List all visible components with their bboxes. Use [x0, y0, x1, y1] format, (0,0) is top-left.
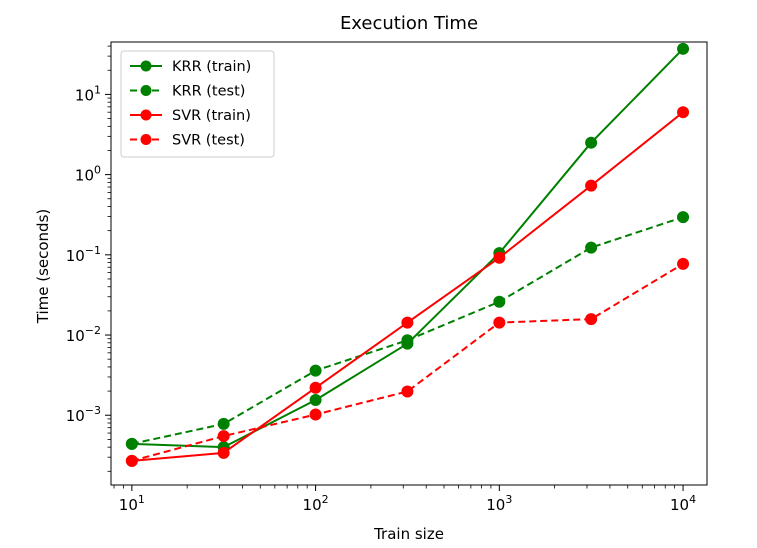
y-tick-label-base: 10 [75, 86, 94, 104]
legend-item-svr-test: SVR (test) [130, 133, 245, 149]
y-tick-label-exponent: 1 [94, 83, 101, 96]
x-tick-label: 101 [119, 493, 145, 514]
series-line-svr-test [131, 263, 684, 462]
legend-swatch-marker [140, 60, 152, 72]
y-tick-label-exponent: 0 [94, 164, 101, 177]
x-axis-label: Train size [373, 525, 444, 543]
y-tick-label: 10−2 [66, 324, 101, 345]
y-tick-label-base: 10 [66, 247, 85, 265]
x-tick-label-exponent: 3 [505, 493, 512, 506]
y-tick-label: 10−1 [66, 244, 101, 265]
y-tick-label: 100 [75, 164, 101, 185]
plot-frame [110, 41, 708, 486]
legend-label: SVR (train) [172, 108, 251, 124]
data-point-krr-test [125, 437, 138, 450]
legend-item-krr-test: KRR (test) [130, 84, 245, 100]
y-tick-label-exponent: −3 [85, 404, 101, 417]
legend-label: KRR (train) [172, 59, 251, 75]
x-tick-label-exponent: 1 [138, 493, 145, 506]
y-axis-label: Time (seconds) [34, 209, 52, 325]
series-line-krr-test [131, 216, 684, 445]
data-point-krr-train [309, 393, 322, 406]
x-tick-label-exponent: 4 [689, 493, 696, 506]
x-tick-label-base: 10 [119, 496, 138, 514]
data-point-svr-train [309, 381, 322, 394]
data-point-svr-test [677, 257, 690, 270]
y-tick-label: 10−3 [66, 404, 101, 425]
legend-box [120, 50, 275, 158]
y-tick-label-base: 10 [66, 327, 85, 345]
data-point-krr-test [677, 211, 690, 224]
x-tick-label: 104 [670, 493, 696, 514]
legend-swatch-marker [140, 109, 152, 121]
series-line-svr-train [131, 111, 684, 462]
data-point-svr-train [493, 251, 506, 264]
data-point-svr-test [125, 454, 138, 467]
data-point-svr-train [677, 106, 690, 119]
y-tick-label-exponent: −1 [85, 244, 101, 257]
chart-title: Execution Time [340, 13, 478, 34]
x-tick-label-base: 10 [486, 496, 505, 514]
legend: KRR (train) KRR (test) SVR (train) SVR (tes… [120, 50, 275, 158]
data-point-krr-train [585, 136, 598, 149]
data-point-svr-test [217, 430, 230, 443]
data-point-krr-test [401, 334, 414, 347]
data-point-svr-test [401, 385, 414, 398]
legend-item-krr-train: KRR (train) [130, 59, 251, 75]
legend-swatch-marker [140, 134, 152, 145]
data-point-svr-train [401, 316, 414, 329]
series-layer [125, 42, 690, 467]
data-point-svr-train [585, 179, 598, 192]
legend-label: SVR (test) [172, 133, 245, 149]
data-point-krr-test [493, 295, 506, 308]
series-svr-test [125, 257, 690, 467]
series-svr-train [125, 106, 690, 467]
x-tick-label-base: 10 [670, 496, 689, 514]
x-tick-label-base: 10 [303, 496, 322, 514]
y-tick-label-base: 10 [75, 167, 94, 185]
x-tick-label: 102 [303, 493, 329, 514]
data-point-krr-test [309, 364, 322, 377]
y-tick-label-exponent: −2 [85, 324, 101, 337]
data-point-svr-test [585, 313, 598, 326]
legend-item-svr-train: SVR (train) [130, 108, 251, 124]
data-point-svr-test [309, 408, 322, 421]
x-tick-label: 103 [486, 493, 512, 514]
data-point-krr-test [585, 241, 598, 254]
x-tick-label-exponent: 2 [322, 493, 329, 506]
data-point-svr-test [493, 316, 506, 329]
legend-label: KRR (test) [172, 84, 245, 100]
data-point-svr-train [217, 446, 230, 459]
series-krr-test [125, 211, 690, 450]
data-point-krr-test [217, 417, 230, 430]
y-tick-label-base: 10 [66, 407, 85, 425]
data-point-krr-train [677, 42, 690, 55]
legend-swatch-marker [140, 85, 152, 96]
y-tick-label: 101 [75, 83, 101, 104]
